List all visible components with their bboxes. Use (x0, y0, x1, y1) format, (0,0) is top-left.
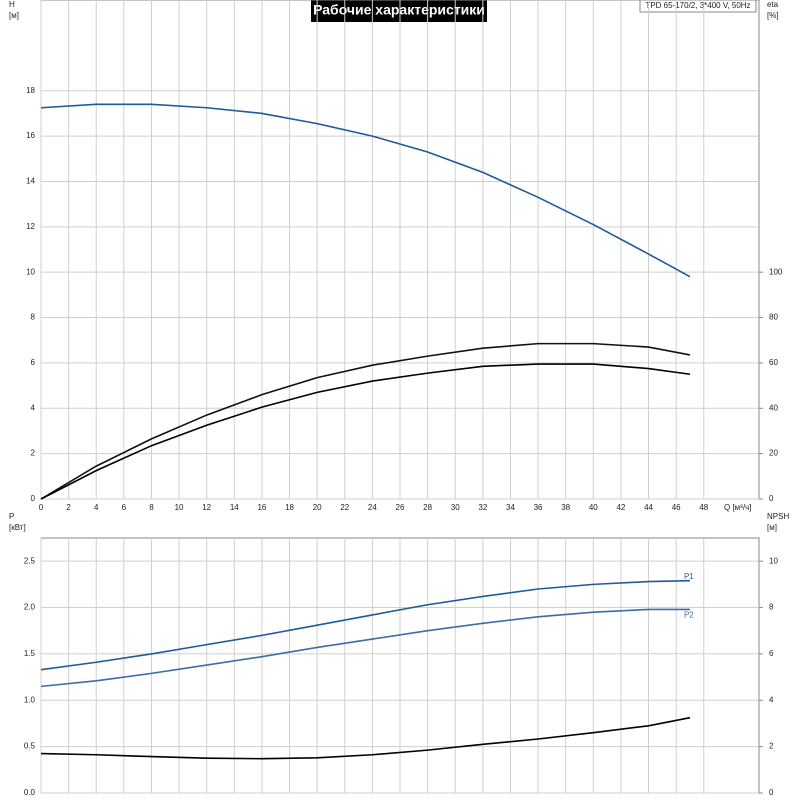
y2-tick-label: 10 (769, 556, 778, 565)
x-tick-label: 24 (368, 503, 377, 512)
series-label: P2 (684, 611, 694, 620)
series-line (40, 342, 691, 500)
y2-tick-label: 100 (769, 267, 783, 276)
y-tick-label: 6 (31, 358, 36, 367)
y2-tick-label: 40 (769, 403, 778, 412)
x-tick-label: 46 (672, 503, 681, 512)
x-tick-label: 36 (534, 503, 543, 512)
y-tick-label: 0.0 (24, 788, 36, 797)
title-box (311, 0, 487, 22)
y-tick-label: 10 (26, 267, 35, 276)
y2-tick-label: 80 (769, 313, 778, 322)
series-line (40, 716, 691, 760)
y2-tick-label: 0 (769, 494, 774, 503)
model-box (639, 0, 757, 13)
series-line (40, 363, 691, 500)
x-tick-label: 0 (39, 503, 44, 512)
y-axis-label: H (9, 0, 15, 9)
series-line (40, 103, 691, 278)
x-tick-label: 14 (230, 503, 239, 512)
x-tick-label: 8 (149, 503, 154, 512)
y2-axis-label: [м] (767, 523, 777, 532)
y2-tick-label: 2 (769, 742, 774, 751)
x-tick-label: 6 (122, 503, 127, 512)
chart-title: Рабочие характеристики (313, 2, 485, 18)
x-tick-label: 30 (451, 503, 460, 512)
y-tick-label: 4 (31, 403, 36, 412)
y2-axis-label: NPSH (767, 512, 789, 521)
x-tick-label: 42 (616, 503, 625, 512)
y-tick-label: 16 (26, 131, 35, 140)
y-axis-label: P (9, 512, 14, 521)
y2-tick-label: 60 (769, 358, 778, 367)
y2-tick-label: 0 (769, 788, 774, 797)
x-tick-label: 38 (561, 503, 570, 512)
y2-axis-label: [%] (767, 11, 779, 20)
y-tick-label: 12 (26, 222, 35, 231)
y2-tick-label: 4 (769, 695, 774, 704)
y2-tick-label: 6 (769, 649, 774, 658)
x-tick-label: 32 (478, 503, 487, 512)
y-tick-label: 18 (26, 86, 35, 95)
y2-axis-label: eta (767, 0, 779, 9)
x-tick-label: 12 (202, 503, 211, 512)
x-tick-label: 34 (506, 503, 515, 512)
x-tick-label: 4 (94, 503, 99, 512)
x-tick-label: 26 (396, 503, 405, 512)
x-tick-label: 10 (175, 503, 184, 512)
series-label: P1 (684, 572, 694, 581)
x-axis-label: Q [м³/ч] (724, 503, 751, 512)
x-tick-label: 2 (66, 503, 71, 512)
x-tick-label: 20 (313, 503, 322, 512)
y2-tick-label: 8 (769, 603, 774, 612)
y-axis-label: [кВт] (9, 523, 26, 532)
y2-tick-label: 20 (769, 449, 778, 458)
y-tick-label: 0 (31, 494, 36, 503)
y-tick-label: 1.5 (24, 649, 36, 658)
y-tick-label: 2.5 (24, 556, 36, 565)
x-tick-label: 28 (423, 503, 432, 512)
y-tick-label: 1.0 (24, 695, 36, 704)
x-tick-label: 40 (589, 503, 598, 512)
x-tick-label: 22 (340, 503, 349, 512)
y-tick-label: 0.5 (24, 742, 36, 751)
x-tick-label: 44 (644, 503, 653, 512)
model-label: TPD 65-170/2, 3*400 V, 50Hz (645, 1, 750, 10)
series-line (40, 608, 690, 688)
y-axis-label: [м] (9, 11, 19, 20)
x-tick-label: 18 (285, 503, 294, 512)
x-tick-label: 48 (699, 503, 708, 512)
y-tick-label: 2 (31, 449, 36, 458)
y-tick-label: 8 (31, 313, 36, 322)
x-tick-label: 16 (257, 503, 266, 512)
y-tick-label: 14 (26, 177, 35, 186)
series-line (40, 579, 690, 671)
y-tick-label: 2.0 (24, 603, 36, 612)
